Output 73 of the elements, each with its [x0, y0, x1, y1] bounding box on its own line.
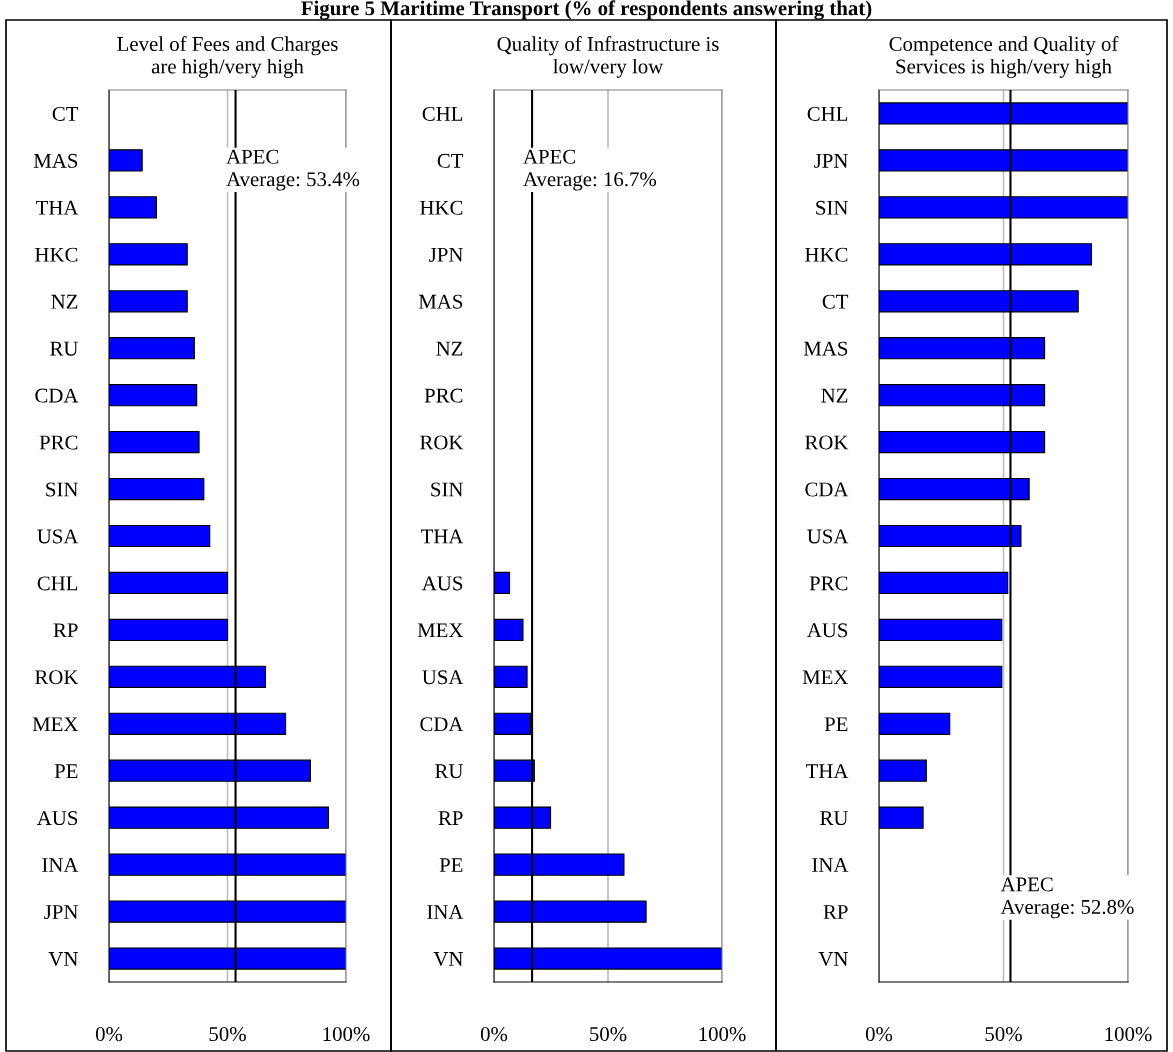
x-tick-label: 100% — [699, 1027, 746, 1042]
y-tick-label: CT — [52, 106, 79, 121]
y-tick-label: CDA — [35, 388, 79, 403]
y-tick-label: CT — [437, 153, 464, 168]
y-tick-label: SIN — [46, 482, 78, 497]
y-tick-label: ROK — [420, 435, 464, 450]
y-tick-label: NZ — [51, 294, 78, 309]
y-tick-label: JPN — [44, 905, 78, 920]
y-tick-label: AUS — [421, 576, 463, 591]
y-tick-label: RU — [50, 341, 79, 356]
y-tick-label: HKC — [420, 200, 463, 215]
y-tick-label: USA — [807, 529, 849, 544]
ref-line-label: APEC Average: 52.8% — [1000, 877, 1134, 919]
x-tick-label: 50% — [590, 1027, 627, 1042]
y-tick-label: MEX — [32, 717, 79, 732]
y-tick-label: MAS — [33, 153, 78, 168]
y-tick-label: SIN — [431, 482, 463, 497]
y-tick-label: RP — [438, 811, 463, 825]
y-tick-label: RP — [53, 623, 78, 638]
x-tick-label: 100% — [1105, 1027, 1152, 1042]
y-tick-label: HKC — [35, 247, 78, 262]
y-tick-label: PE — [824, 717, 848, 732]
x-tick-label: 50% — [209, 1027, 246, 1042]
y-tick-label: CHL — [807, 106, 848, 121]
y-tick-label: NZ — [436, 341, 463, 356]
y-tick-label: THA — [421, 529, 464, 544]
y-tick-label: CDA — [805, 482, 849, 497]
y-tick-label: PE — [439, 858, 463, 872]
y-tick-label: RP — [823, 905, 848, 919]
chart-title: Quality of Infrastructure is low/very low — [497, 36, 719, 78]
chart-title: Competence and Quality of Services is high/very high — [889, 36, 1119, 78]
caption: Figure 5 Maritime Transport (% of respondents answering that) — [301, 0, 872, 20]
y-tick-label: PRC — [424, 388, 463, 403]
y-tick-label: USA — [37, 529, 79, 544]
x-tick-label: 0% — [95, 1027, 123, 1042]
y-tick-label: CHL — [422, 106, 463, 121]
y-tick-label: MAS — [418, 294, 463, 309]
x-tick-label: 100% — [323, 1027, 370, 1042]
y-tick-label: MEX — [417, 623, 464, 638]
y-tick-label: THA — [806, 764, 849, 778]
y-tick-label: PRC — [39, 435, 78, 450]
y-tick-label: VN — [818, 952, 848, 967]
y-tick-label: AUS — [806, 623, 848, 638]
y-tick-label: INA — [42, 858, 79, 872]
y-tick-label: ROK — [35, 670, 79, 685]
x-tick-label: 50% — [985, 1027, 1022, 1042]
y-tick-label: JPN — [429, 247, 463, 262]
y-tick-label: CT — [822, 294, 849, 309]
y-tick-label: MEX — [802, 670, 849, 685]
y-tick-label: MAS — [803, 341, 848, 356]
y-tick-label: SIN — [816, 200, 848, 215]
y-tick-label: NZ — [821, 388, 848, 403]
y-tick-label: INA — [427, 905, 464, 919]
y-tick-label: RU — [820, 811, 849, 826]
x-tick-label: 0% — [865, 1027, 893, 1042]
y-tick-label: JPN — [814, 154, 848, 168]
y-tick-label: HKC — [805, 247, 848, 262]
y-tick-label: PRC — [809, 576, 848, 591]
y-tick-label: RU — [435, 764, 464, 779]
y-tick-label: VN — [48, 952, 78, 967]
y-tick-label: CDA — [420, 717, 464, 732]
y-tick-label: CHL — [37, 576, 78, 591]
chart-title: Level of Fees and Charges are high/very high — [117, 36, 338, 78]
x-tick-label: 0% — [480, 1027, 508, 1042]
ref-line-label: APEC Average: 16.7% — [523, 149, 657, 191]
ref-line-label: APEC Average: 53.4% — [226, 149, 360, 191]
y-tick-label: USA — [422, 670, 464, 685]
y-tick-label: INA — [812, 858, 849, 872]
y-tick-label: VN — [433, 952, 463, 967]
y-tick-label: THA — [36, 200, 79, 215]
y-tick-label: ROK — [805, 435, 849, 450]
y-tick-label: AUS — [36, 811, 78, 826]
y-tick-label: PE — [54, 764, 78, 778]
